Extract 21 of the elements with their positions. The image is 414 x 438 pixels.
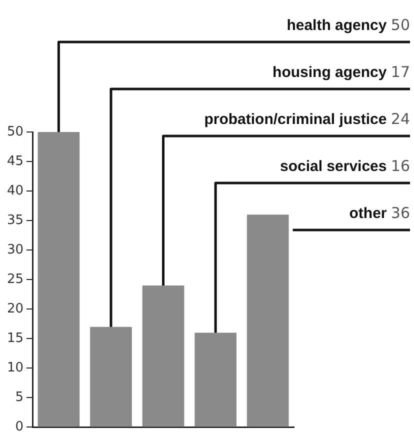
bar — [142, 286, 184, 427]
y-tick-label: 35 — [6, 212, 24, 228]
y-tick-label: 10 — [6, 360, 24, 376]
bar — [90, 326, 132, 427]
y-tick-label: 5 — [15, 390, 24, 406]
text: other 36 — [349, 204, 410, 222]
bar — [38, 132, 80, 427]
y-tick-label: 40 — [6, 183, 24, 198]
text: health agency 50 — [286, 16, 410, 34]
y-tick-label: 30 — [6, 242, 24, 258]
bar — [194, 332, 236, 427]
y-tick-label: 15 — [6, 331, 24, 346]
annotation: social services 16 — [280, 157, 410, 175]
y-tick-label: 50 — [6, 124, 24, 140]
text: housing agency 17 — [272, 63, 410, 81]
y-tick-label: 20 — [6, 301, 24, 316]
y-tick-label: 0 — [15, 420, 24, 435]
y-tick-label: 45 — [6, 154, 24, 169]
text: probation/criminal justice 24 — [204, 110, 410, 128]
y-tick-label: 25 — [6, 272, 24, 287]
bar — [246, 214, 289, 427]
